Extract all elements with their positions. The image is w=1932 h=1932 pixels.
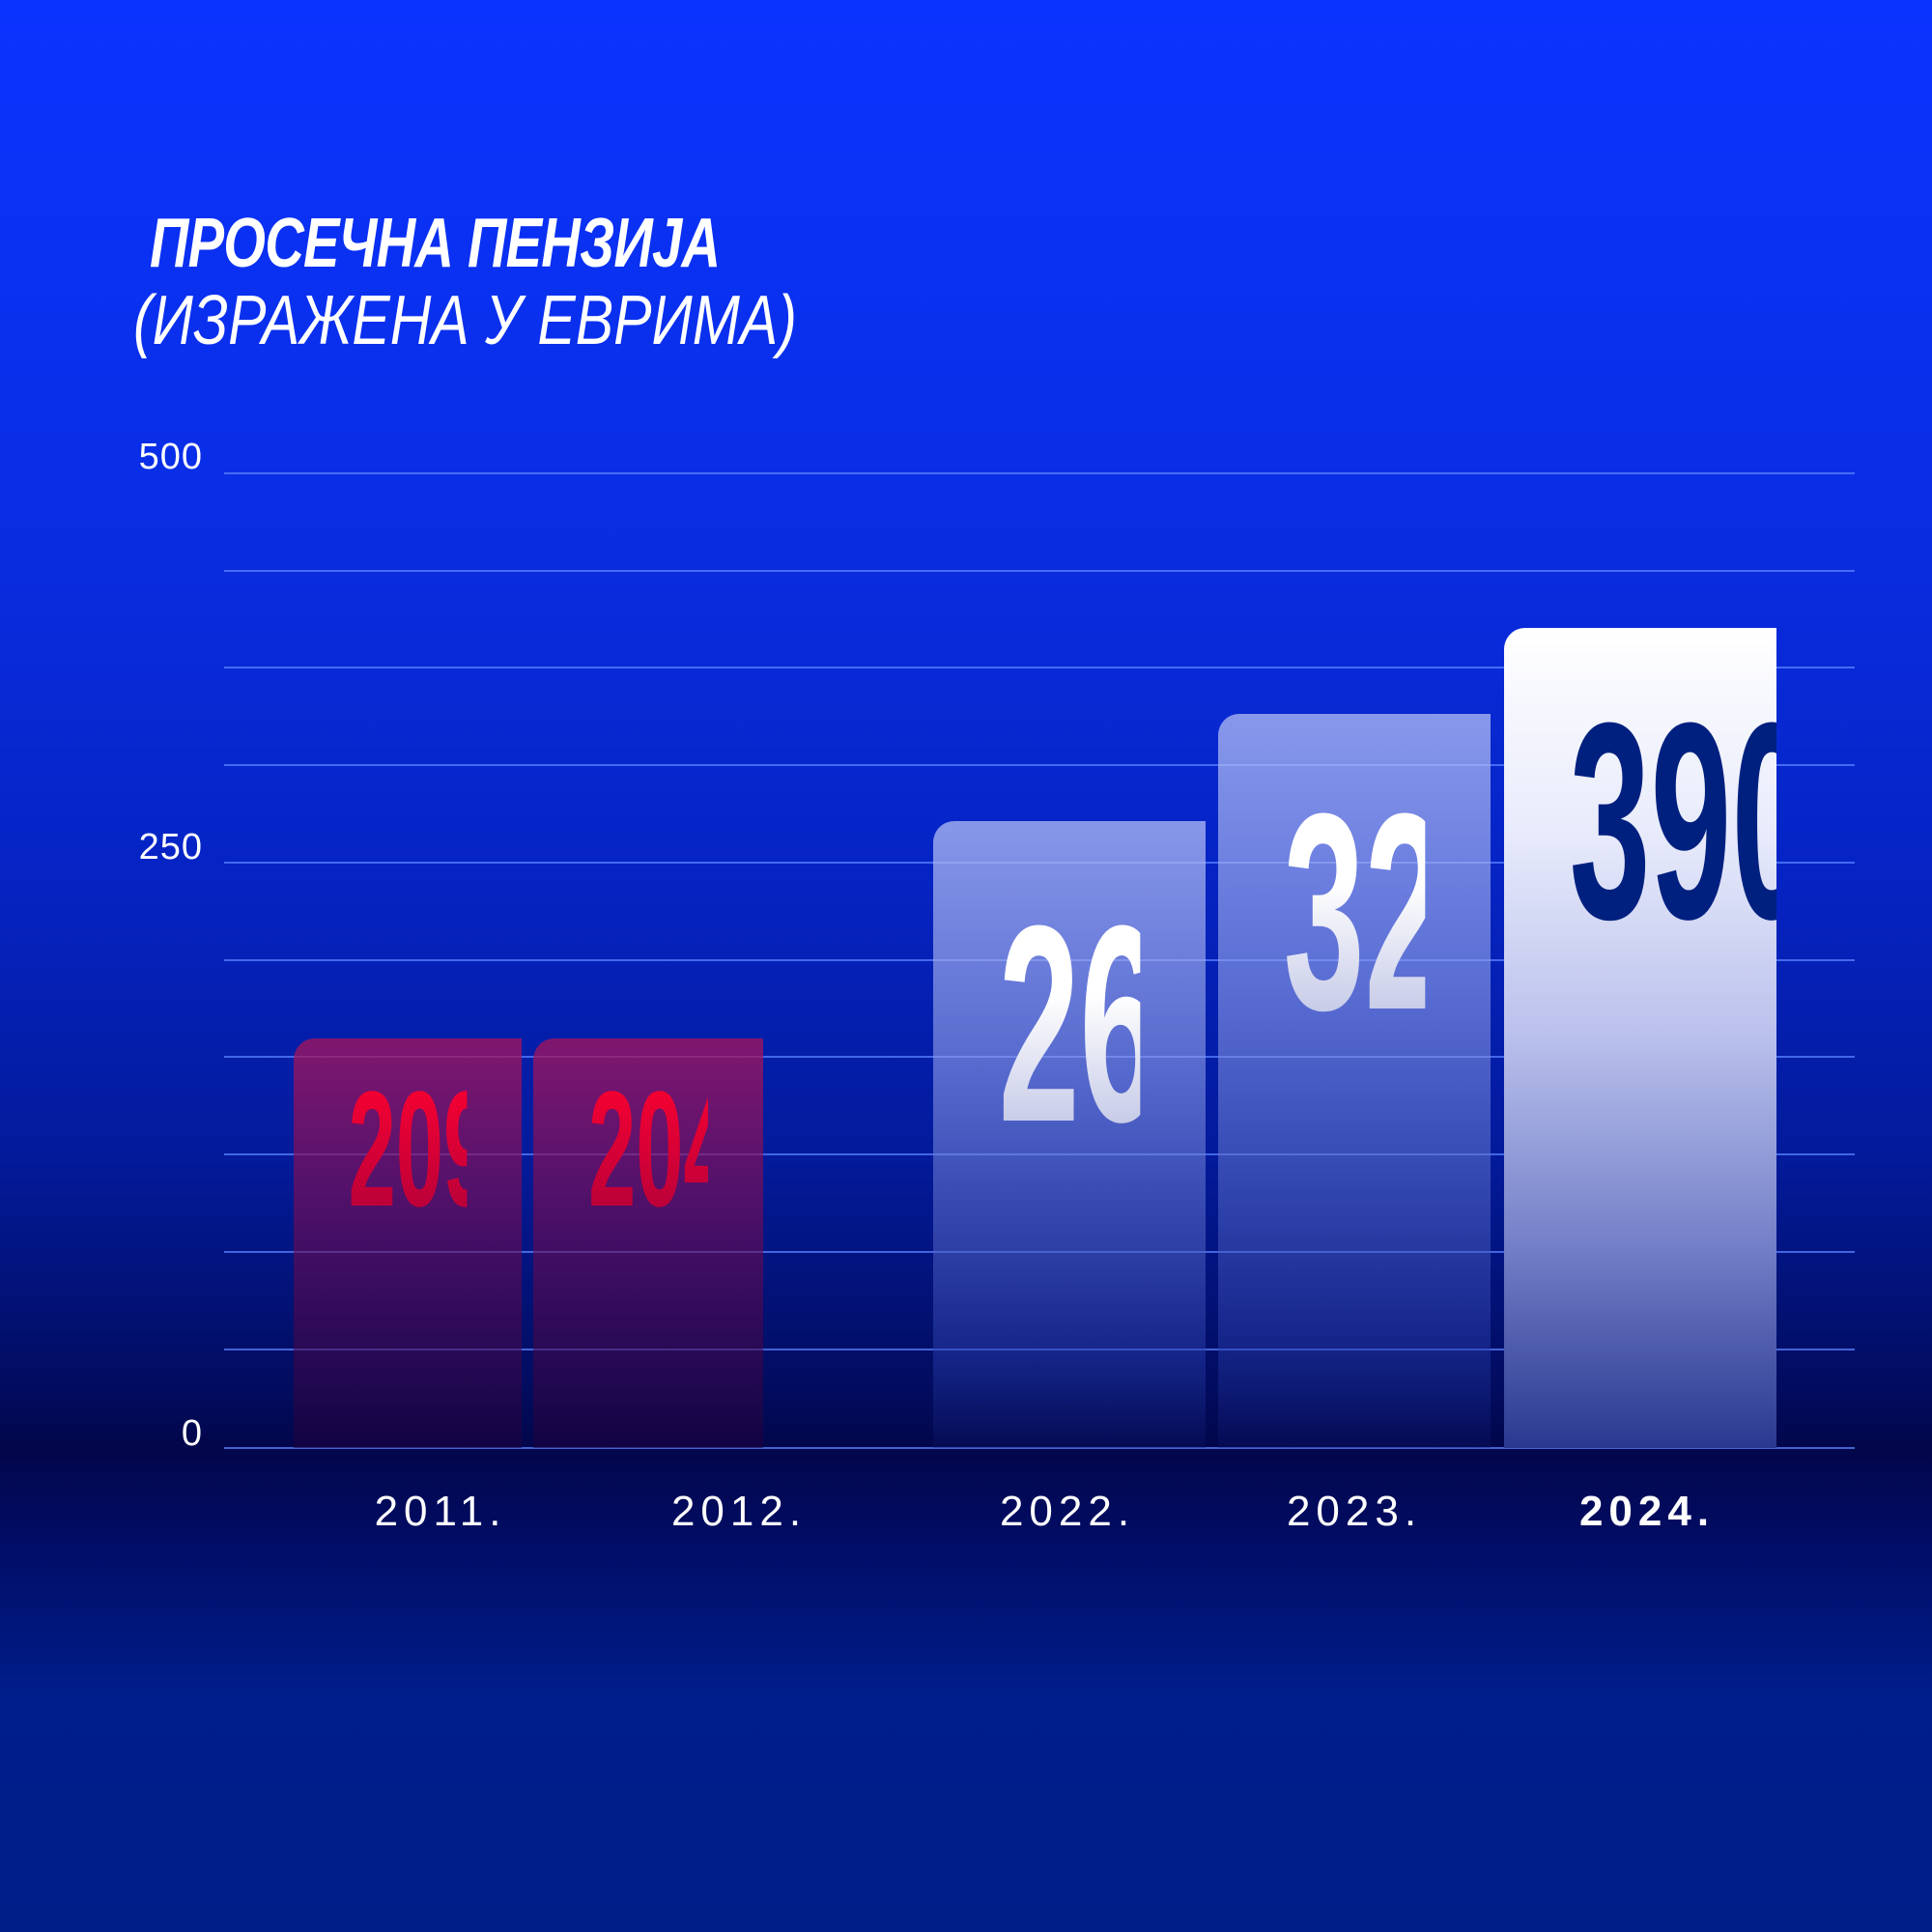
bar-2023: 327 xyxy=(1218,714,1491,1448)
gridline xyxy=(224,667,1855,668)
x-tick-label: 2012. xyxy=(670,1488,808,1535)
gridline xyxy=(224,764,1855,766)
y-tick-label: 500 xyxy=(138,437,203,477)
y-tick-label: 0 xyxy=(181,1413,203,1454)
x-tick-label-highlighted: 2024. xyxy=(1578,1488,1716,1535)
bar-value-label: 204 xyxy=(588,1058,731,1241)
bar-2012: 204 xyxy=(533,1038,763,1448)
bar-value-label: 327 xyxy=(1283,755,1491,1068)
gridline xyxy=(224,570,1855,572)
x-tick-label: 2022. xyxy=(999,1488,1136,1535)
chart-subtitle: (ИЗРАЖЕНА У ЕВРИМА) xyxy=(133,282,797,359)
baseline xyxy=(224,1447,1855,1449)
chart-title: ПРОСЕЧНА ПЕНЗИЈА xyxy=(150,205,721,282)
bar-value-label: 268 xyxy=(998,867,1206,1180)
x-tick-label: 2023. xyxy=(1286,1488,1423,1535)
bar-value-label: 209 xyxy=(348,1058,492,1241)
y-tick-label: 250 xyxy=(138,827,203,867)
gridline xyxy=(224,472,1855,474)
bar-2024: 390 xyxy=(1504,628,1776,1448)
bar-2011: 209 xyxy=(294,1038,522,1448)
x-tick-label: 2011. xyxy=(374,1488,507,1535)
bar-value-label: 390 xyxy=(1569,665,1776,978)
bar-2022: 268 xyxy=(933,821,1206,1448)
